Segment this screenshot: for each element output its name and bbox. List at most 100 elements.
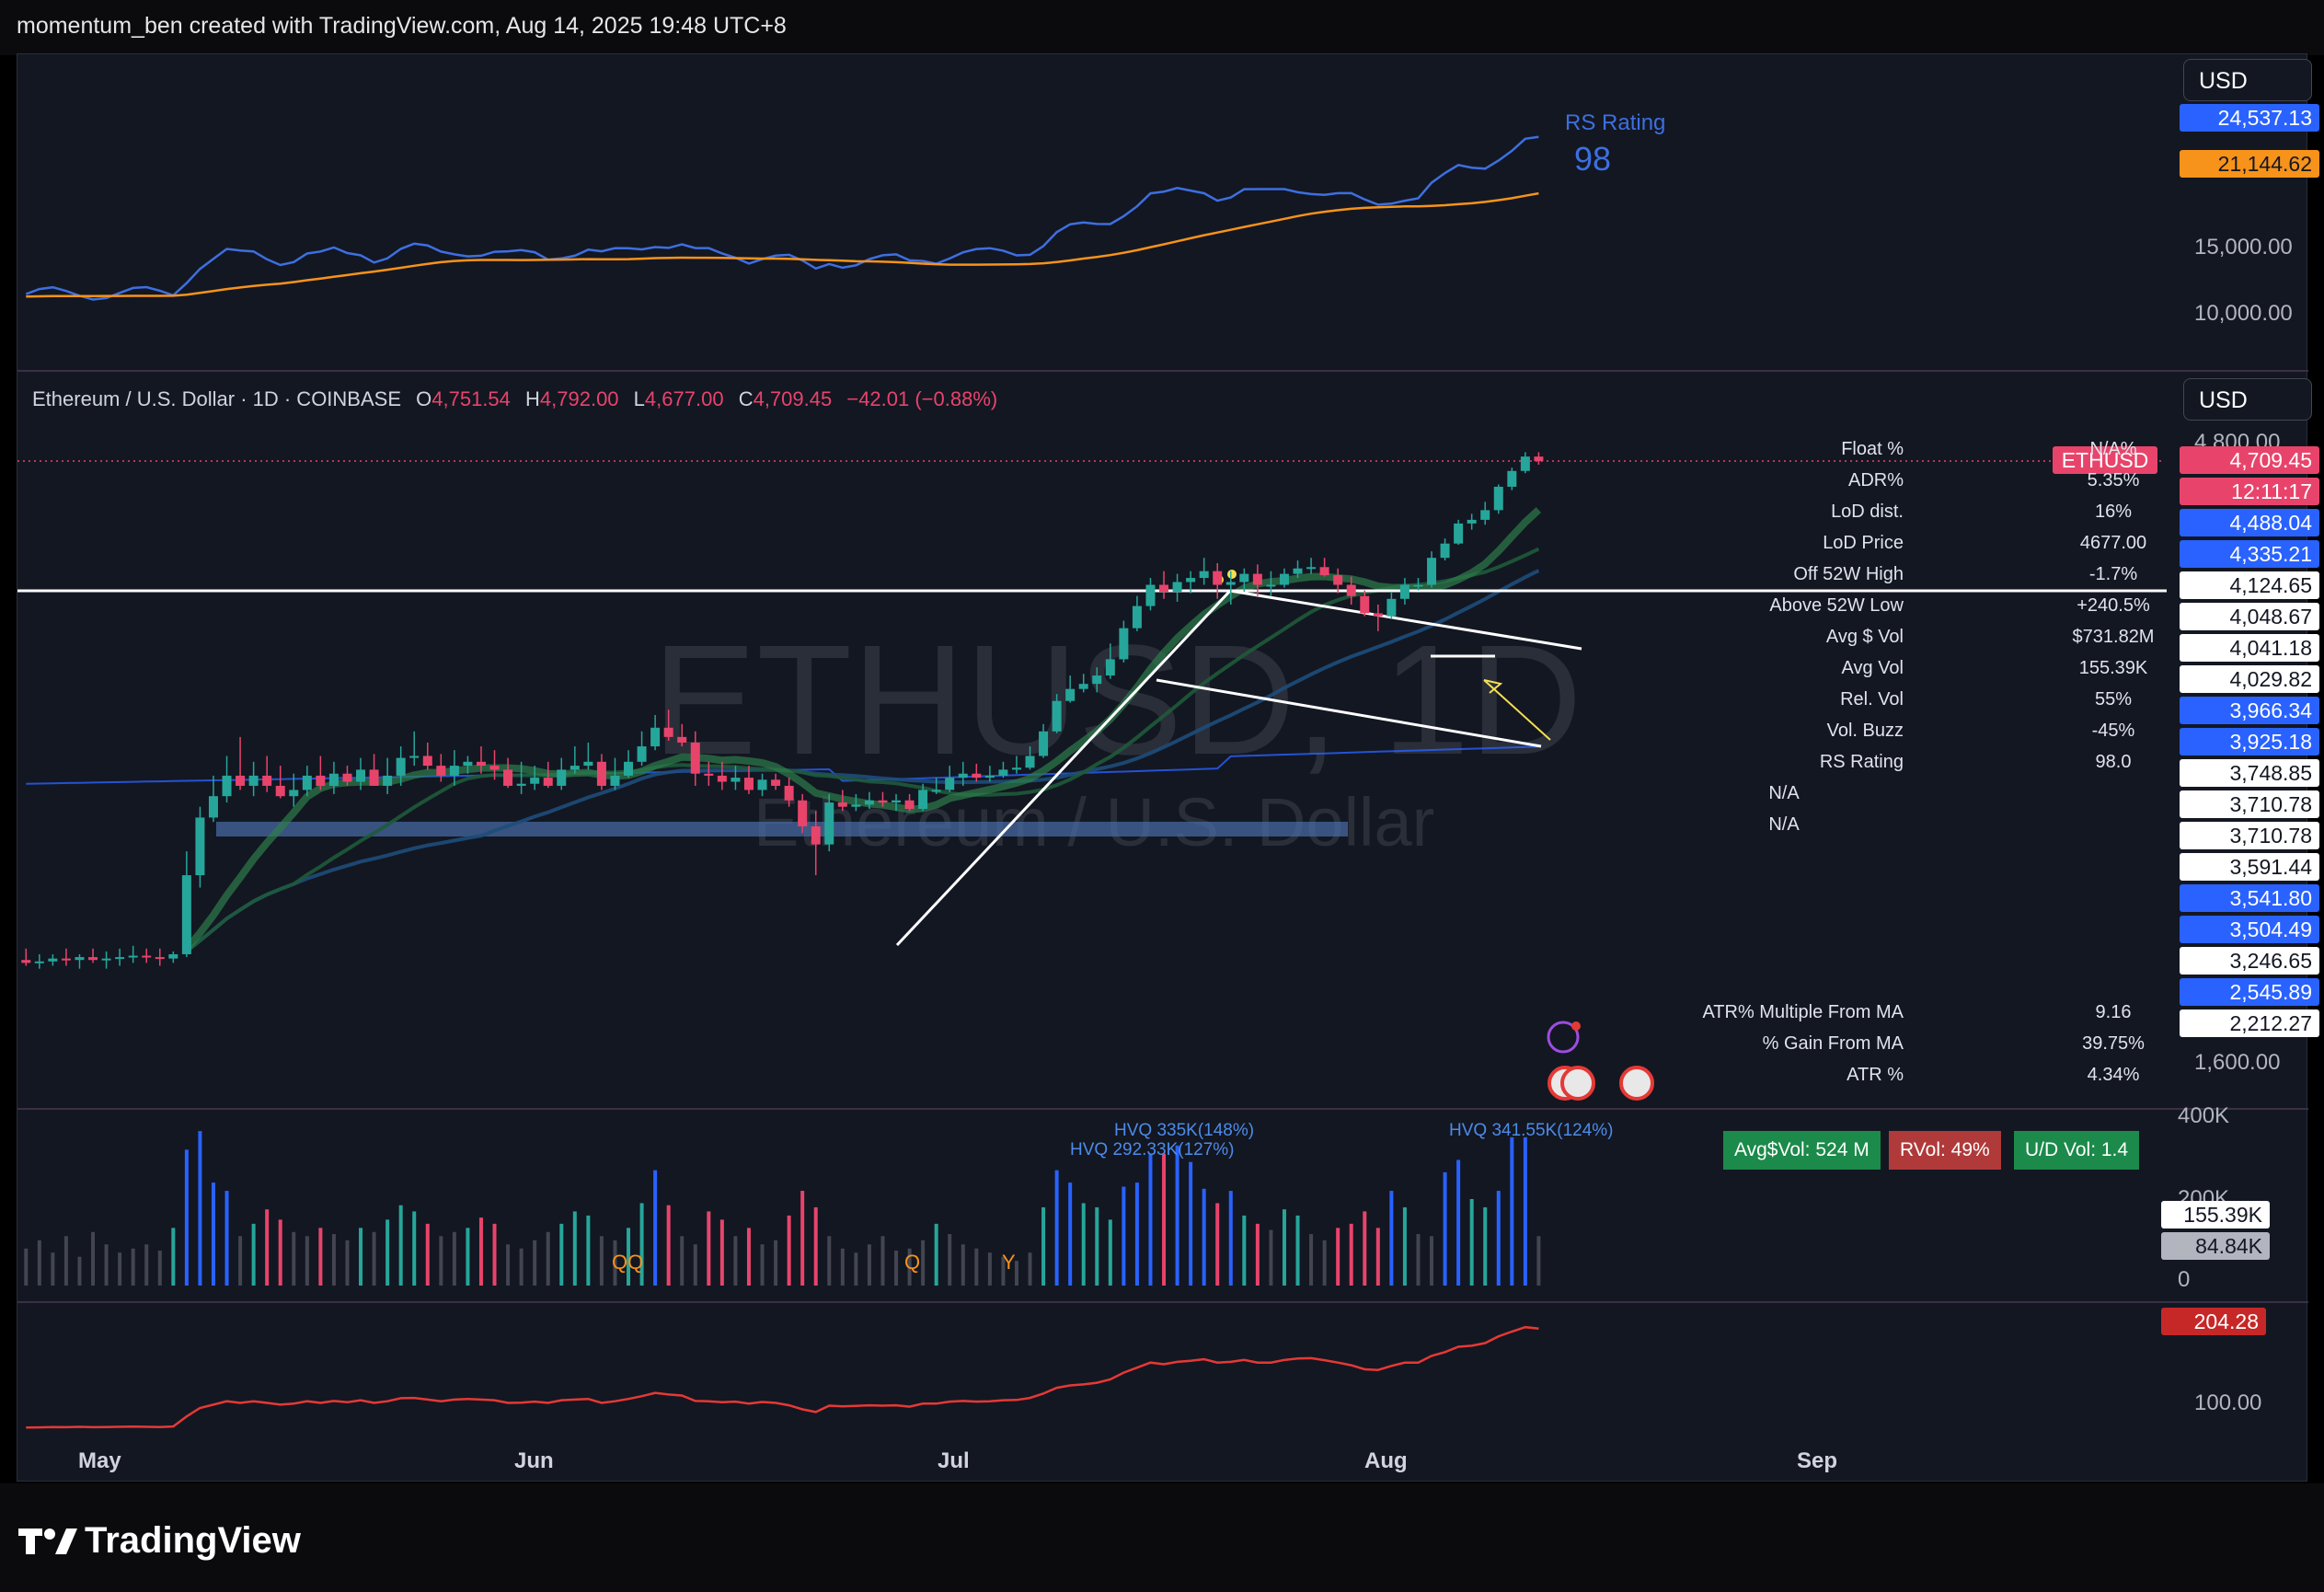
candle-body [1132, 606, 1142, 629]
candle-body [1065, 688, 1076, 701]
rs-currency-button[interactable]: USD [2183, 59, 2312, 101]
volume-bar [1469, 1199, 1474, 1286]
volume-bar [1122, 1186, 1126, 1286]
volume-bar [1402, 1206, 1407, 1286]
candle-body [610, 775, 620, 786]
candle-body [650, 727, 661, 747]
attribution-text: momentum_ben created with TradingView.co… [17, 13, 787, 39]
candle-body [1252, 573, 1262, 585]
candle-body [1534, 456, 1544, 462]
price-box: 3,710.78 [2180, 790, 2319, 818]
volume-bar [1443, 1171, 1447, 1286]
time-axis[interactable]: May Jun Jul Aug Sep [78, 1448, 1837, 1473]
candle-body [583, 761, 593, 767]
candle-body [931, 790, 941, 792]
indicator-value-box: 204.28 [2161, 1308, 2266, 1335]
volume-bar [278, 1219, 282, 1286]
candle-body [396, 757, 406, 776]
volume-bar [1269, 1229, 1273, 1286]
candle-body [128, 955, 138, 958]
candle-body [824, 802, 834, 845]
candle-body [1039, 731, 1049, 756]
candle-body [1145, 584, 1156, 606]
volume-bar [1028, 1252, 1032, 1286]
chart-panel[interactable]: ETHUSD, 1D Ethereum / U.S. Dollar RS Rat… [17, 53, 2319, 1482]
candle-body [543, 778, 553, 786]
candle-body [1092, 675, 1102, 685]
avg-dollar-vol-badge: Avg$Vol: 524 M [1723, 1131, 1881, 1170]
volume-bar [305, 1236, 309, 1286]
volume-bar [144, 1244, 149, 1286]
stat-label: Off 52W High [1793, 564, 1904, 584]
time-label: May [78, 1448, 121, 1473]
volume-bar [1349, 1223, 1353, 1286]
stat-label: LoD dist. [1831, 502, 1904, 522]
volume-bar [787, 1215, 791, 1286]
rs-rating-label: RS Rating [1565, 110, 1665, 135]
volume-bar [1202, 1188, 1206, 1286]
volume-bar [224, 1191, 229, 1286]
main-currency-button[interactable]: USD [2183, 378, 2312, 421]
candle-body [1440, 543, 1450, 559]
volume-bar [184, 1149, 189, 1286]
candle-body [262, 775, 272, 786]
volume-bar [1054, 1170, 1059, 1286]
indicator-line [26, 1325, 1539, 1429]
rs-axis-tick: 15,000.00 [2194, 235, 2293, 260]
volume-bar [1242, 1215, 1247, 1286]
rs-line-value-box: 24,537.13 [2180, 104, 2319, 132]
us-flag-icon[interactable] [1560, 1066, 1595, 1101]
volume-bar [238, 1236, 243, 1286]
channel-upper-line[interactable] [1229, 589, 1582, 651]
symbol-title: Ethereum / U.S. Dollar · 1D · COINBASE [32, 387, 401, 410]
close-value: 4,709.45 [753, 387, 833, 410]
candle-body [34, 961, 44, 963]
stat-value: 16% [2094, 502, 2133, 522]
earnings-marker: Q [904, 1251, 920, 1274]
volume-bar [198, 1131, 202, 1286]
candle-body [248, 775, 259, 786]
price-box: 3,966.34 [2180, 697, 2319, 724]
volume-bar [800, 1191, 805, 1286]
candle-body [1186, 578, 1196, 583]
us-flag-icon[interactable] [1619, 1066, 1654, 1101]
volume-bar [719, 1219, 724, 1286]
high-label: H [525, 387, 540, 410]
volume-bar [292, 1231, 296, 1286]
watermark-symbol: ETHUSD, 1D [652, 613, 1582, 788]
symbol-tag: ETHUSD [2053, 446, 2157, 474]
candle-body [1493, 486, 1503, 511]
volume-bar [171, 1228, 176, 1286]
volume-bar [707, 1211, 711, 1286]
lightning-icon[interactable] [1547, 1021, 1580, 1054]
volume-bar [1134, 1182, 1139, 1286]
arrow-annotation[interactable] [1483, 679, 1551, 741]
chart-canvas[interactable]: ETHUSD, 1D Ethereum / U.S. Dollar RS Rat… [17, 54, 2308, 1482]
candle-body [1480, 510, 1490, 520]
volume-bar [1309, 1234, 1314, 1286]
volume-bar [1041, 1206, 1046, 1286]
volume-bar [385, 1219, 390, 1286]
hvq-label: HVQ 335K(148%) [1114, 1121, 1254, 1140]
rs-axis-tick: 10,000.00 [2194, 301, 2293, 326]
volume-bar [452, 1231, 456, 1286]
volume-bar [1162, 1153, 1167, 1286]
candle-body [1520, 456, 1530, 471]
earnings-marker: QQ [612, 1251, 643, 1274]
stat-value: -45% [2091, 721, 2135, 741]
volume-bar [1282, 1209, 1286, 1286]
tradingview-logo[interactable]: TradingView [18, 1520, 301, 1562]
volume-bar [653, 1170, 658, 1286]
price-box: 4,709.45 [2180, 446, 2319, 474]
candle-body [1507, 470, 1517, 487]
stat-value: 98.0 [2095, 752, 2132, 772]
open-label: O [416, 387, 432, 410]
volume-bar [118, 1252, 122, 1286]
volume-bar [1336, 1228, 1340, 1286]
symbol-legend[interactable]: Ethereum / U.S. Dollar · 1D · COINBASE O… [32, 387, 997, 411]
trend-line-up[interactable] [895, 589, 1232, 947]
notification-dot [1571, 1021, 1581, 1031]
channel-lower-line[interactable] [1156, 678, 1542, 748]
volume-bar [586, 1215, 591, 1286]
marker-dot [1227, 570, 1237, 579]
